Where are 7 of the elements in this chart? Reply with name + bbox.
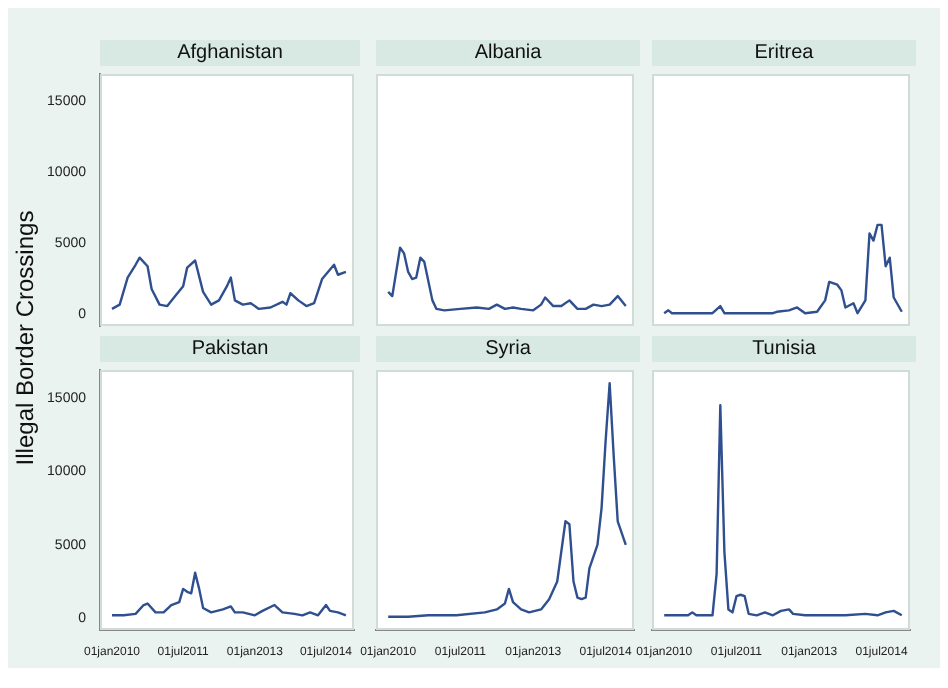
chart-title: Eritrea — [652, 40, 916, 66]
chart-title: Pakistan — [100, 336, 360, 362]
chart-title: Albania — [376, 40, 640, 66]
chart-title: Tunisia — [652, 336, 916, 362]
chart-title: Afghanistan — [100, 40, 360, 66]
chart-title: Syria — [376, 336, 640, 362]
y-axis-title: Illegal Border Crossings — [12, 210, 41, 466]
